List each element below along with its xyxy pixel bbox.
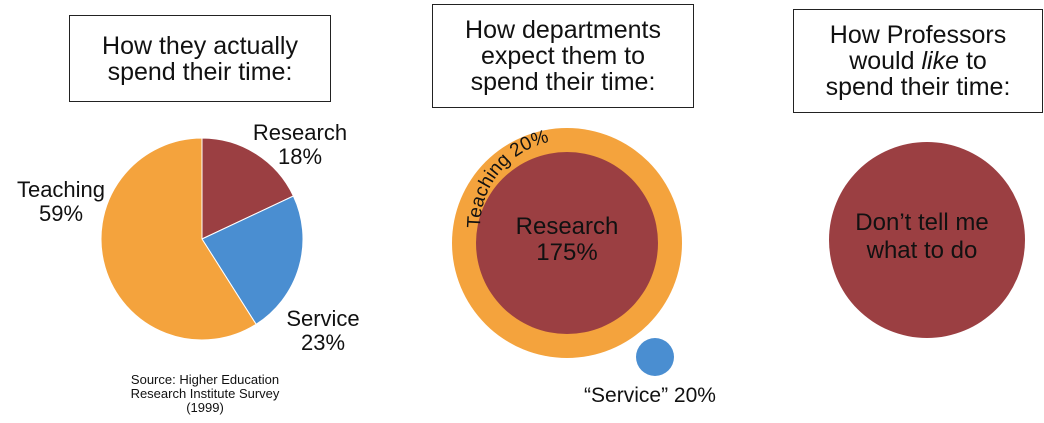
- title-fragment: would: [849, 47, 915, 75]
- single-slice-label: Don’t tell me what to do: [822, 209, 1022, 265]
- title-line: How Professors: [829, 21, 1007, 49]
- slice-name: Service: [286, 306, 360, 331]
- slice-label-service: Service 23%: [270, 307, 376, 355]
- source-line: Source: Higher Education: [130, 372, 280, 387]
- chart-title-actual: How they actually spend their time:: [69, 15, 331, 102]
- title-line: would like to: [826, 48, 1011, 74]
- title-line: spend their time:: [470, 68, 656, 96]
- service-dot-label: “Service” 20%: [584, 384, 716, 407]
- research-circle-label: Research 175%: [467, 214, 667, 266]
- slice-label-research: Research 18%: [240, 121, 360, 169]
- slice-label-teaching: Teaching 59%: [6, 178, 116, 226]
- service-dot: [636, 338, 674, 376]
- chart-title-expected: How departments expect them to spend the…: [432, 4, 694, 108]
- slice-value: 175%: [536, 239, 598, 266]
- title-emphasis: like: [921, 47, 959, 75]
- research-circle: [476, 152, 658, 334]
- slice-value: 59%: [38, 201, 84, 226]
- title-line: expect them to: [481, 42, 645, 70]
- slice-text-line: what to do: [866, 237, 978, 264]
- slice-name: Teaching: [16, 177, 106, 202]
- pie-actual: [100, 137, 304, 341]
- source-line: (1999): [186, 400, 224, 415]
- slice-value: 23%: [300, 330, 346, 355]
- single-slice-circle: [829, 142, 1025, 338]
- title-line: spend their time:: [107, 57, 293, 86]
- source-note: Source: Higher Education Research Instit…: [100, 373, 310, 415]
- slice-value: 18%: [277, 144, 323, 169]
- chart-title-desired: How Professors would like to spend their…: [793, 9, 1043, 113]
- slice-name: Research: [252, 120, 348, 145]
- slice-text-line: Don’t tell me: [855, 209, 989, 236]
- source-line: Research Institute Survey: [130, 386, 280, 401]
- pie-slice-teaching: [100, 137, 257, 341]
- slice-name: Research: [515, 213, 619, 240]
- pie-slice-service: [201, 195, 304, 325]
- title-line: spend their time:: [825, 73, 1011, 101]
- title-line: How they actually: [102, 31, 298, 60]
- title-line: How departments: [465, 16, 661, 44]
- pie-slice-research: [201, 137, 295, 240]
- title-fragment: to: [965, 47, 987, 75]
